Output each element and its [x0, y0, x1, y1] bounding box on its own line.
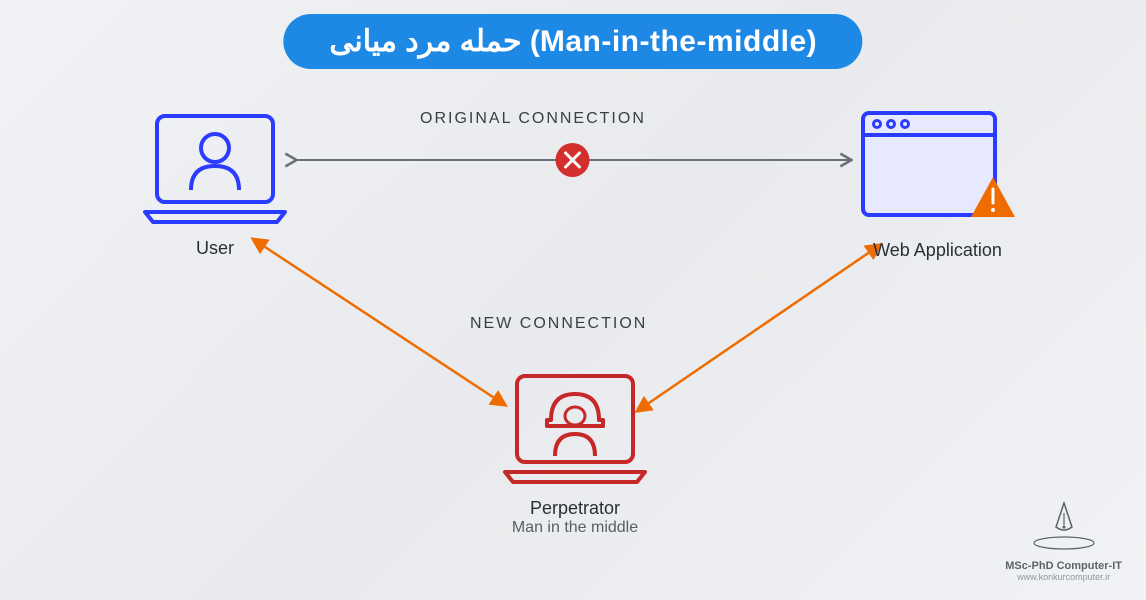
user-label: User	[135, 238, 295, 259]
mitm-diagram: ORIGINAL CONNECTION NEW CONNECTION	[0, 90, 1146, 570]
perpetrator-sublabel: Man in the middle	[495, 519, 655, 537]
page-title-pill: حمله مرد میانی (Man-in-the-middle)	[283, 14, 862, 69]
perpetrator-laptop-icon	[495, 368, 655, 488]
webapp-node: Web Application	[855, 105, 1020, 261]
user-laptop-icon	[135, 108, 295, 228]
footer-logo: MSc-PhD Computer-IT www.konkurcomputer.i…	[1005, 499, 1122, 582]
footer-pen-icon	[1030, 499, 1098, 551]
footer-line2: www.konkurcomputer.ir	[1005, 572, 1122, 582]
page-title: حمله مرد میانی (Man-in-the-middle)	[329, 25, 816, 58]
perpetrator-label: Perpetrator	[495, 498, 655, 519]
perpetrator-node: Perpetrator Man in the middle	[495, 368, 655, 537]
webapp-window-icon	[855, 105, 1020, 230]
footer-line1: MSc-PhD Computer-IT	[1005, 560, 1122, 572]
webapp-label: Web Application	[855, 240, 1020, 261]
user-node: User	[135, 108, 295, 259]
